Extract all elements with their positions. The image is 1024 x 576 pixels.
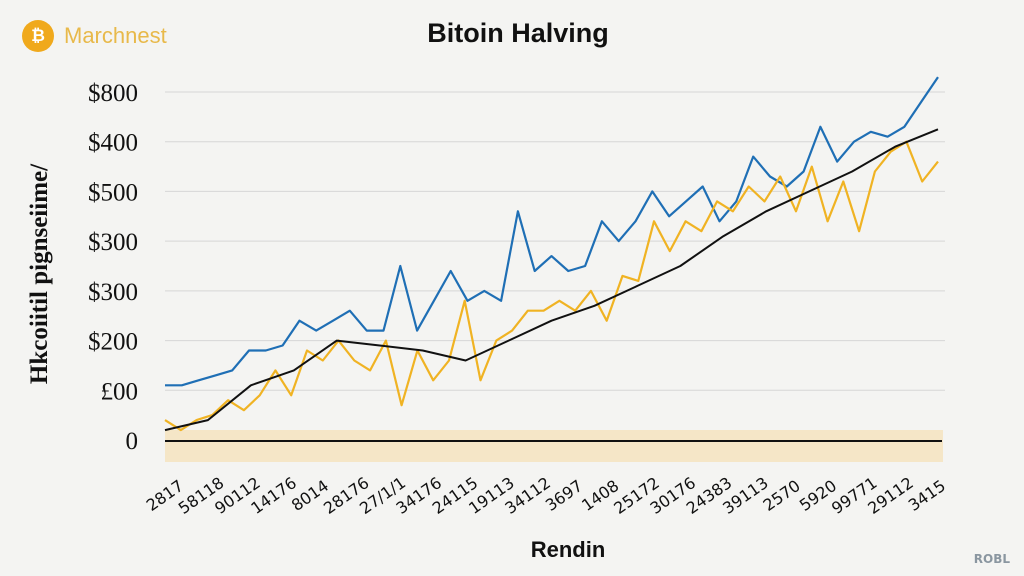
bitcoin-icon: ₿	[22, 20, 54, 52]
y-tick-label: $200	[88, 329, 138, 356]
y-tick-label: $300	[88, 279, 138, 306]
chart-title: Bitoin Halving	[427, 18, 609, 48]
watermark: ROBL	[973, 552, 1010, 566]
brand: ₿ Marchnest	[22, 20, 167, 52]
y-tick-label: $300	[88, 229, 138, 256]
x-axis-label: Rendin	[530, 537, 606, 562]
series-line-yellow	[164, 140, 939, 432]
brand-name: Marchnest	[64, 23, 167, 48]
y-tick-label: 0	[126, 428, 139, 455]
y-tick-label: £00	[101, 378, 139, 405]
y-tick-label: $500	[88, 179, 138, 206]
series-line-blue	[165, 76, 939, 387]
y-tick-label: $800	[88, 80, 138, 107]
y-tick-label: $400	[88, 130, 138, 157]
baseline-band	[165, 430, 943, 462]
series-line-trend	[164, 128, 939, 432]
